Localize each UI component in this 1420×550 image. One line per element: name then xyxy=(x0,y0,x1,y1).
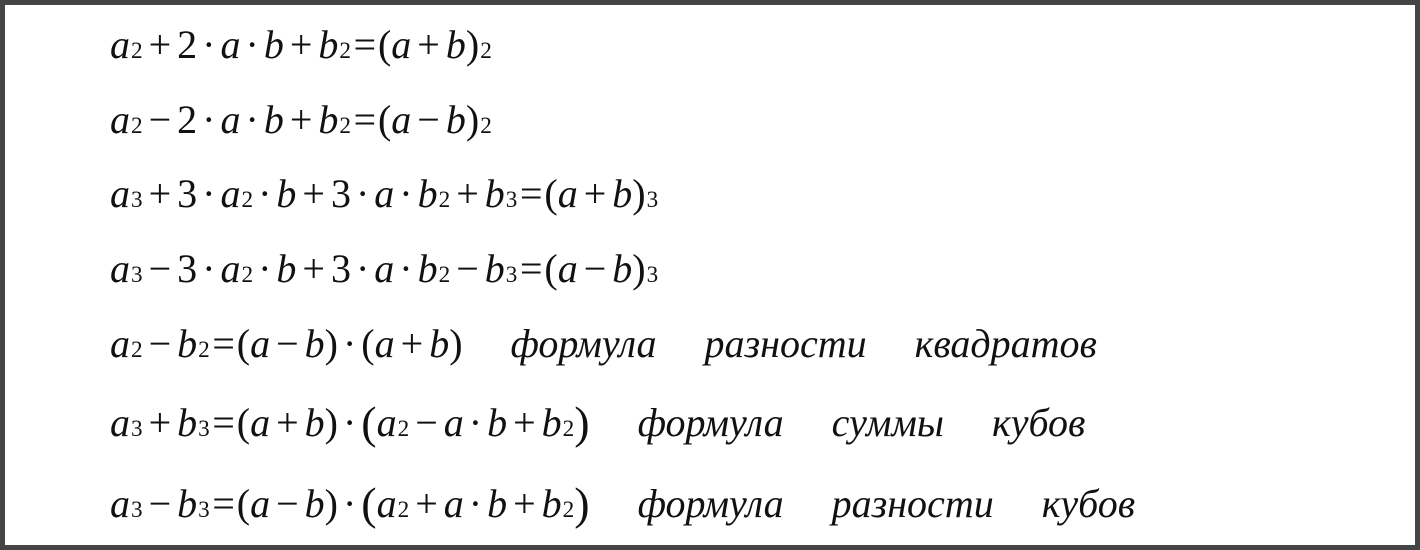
formula-5-lhs: a2−b2 xyxy=(110,324,210,364)
label-word: формула xyxy=(590,403,784,443)
label-word: разности xyxy=(784,484,994,524)
label-word: квадратов xyxy=(867,324,1097,364)
equals-sign: = xyxy=(210,403,237,443)
label-word: формула xyxy=(590,484,784,524)
formula-page: a2+2·a·b+b2 = (a+b)2 a2−2·a·b+b2 = (a−b)… xyxy=(0,0,1420,550)
label-word: суммы xyxy=(784,403,944,443)
formula-4-rhs: (a−b)3 xyxy=(544,249,658,289)
formula-7-lhs: a3−b3 xyxy=(110,484,210,524)
formula-row-4: a3−3·a2·b+3·a·b2−b3 = (a−b)3 xyxy=(110,249,1335,289)
formula-row-3: a3+3·a2·b+3·a·b2+b3 = (a+b)3 xyxy=(110,174,1335,214)
formula-row-5: a2−b2 = (a−b)·(a+b) формула разности ква… xyxy=(110,324,1335,364)
formula-7-rhs: (a−b)·(a2+a·b+b2) xyxy=(237,479,590,525)
equals-sign: = xyxy=(517,249,544,289)
formula-1-rhs: (a+b)2 xyxy=(378,25,492,65)
formula-5-label: формула разности квадратов xyxy=(463,324,1097,364)
equals-sign: = xyxy=(351,25,378,65)
label-word: формула xyxy=(463,324,657,364)
label-word: кубов xyxy=(944,403,1085,443)
equals-sign: = xyxy=(351,100,378,140)
formula-3-lhs: a3+3·a2·b+3·a·b2+b3 xyxy=(110,174,517,214)
formula-6-label: формула суммы кубов xyxy=(590,403,1086,443)
equals-sign: = xyxy=(210,324,237,364)
formula-5-rhs: (a−b)·(a+b) xyxy=(237,324,463,364)
formula-row-1: a2+2·a·b+b2 = (a+b)2 xyxy=(110,25,1335,65)
formula-row-7: a3−b3 = (a−b)·(a2+a·b+b2) формула разнос… xyxy=(110,479,1335,525)
formula-6-lhs: a3+b3 xyxy=(110,403,210,443)
formula-row-6: a3+b3 = (a+b)·(a2−a·b+b2) формула суммы … xyxy=(110,398,1335,444)
formula-row-2: a2−2·a·b+b2 = (a−b)2 xyxy=(110,100,1335,140)
formula-3-rhs: (a+b)3 xyxy=(544,174,658,214)
formula-6-rhs: (a+b)·(a2−a·b+b2) xyxy=(237,398,590,444)
formula-2-rhs: (a−b)2 xyxy=(378,100,492,140)
equals-sign: = xyxy=(210,484,237,524)
equals-sign: = xyxy=(517,174,544,214)
formula-2-lhs: a2−2·a·b+b2 xyxy=(110,100,351,140)
label-word: кубов xyxy=(994,484,1135,524)
formula-1-lhs: a2+2·a·b+b2 xyxy=(110,25,351,65)
formula-4-lhs: a3−3·a2·b+3·a·b2−b3 xyxy=(110,249,517,289)
formula-7-label: формула разности кубов xyxy=(590,484,1136,524)
label-word: разности xyxy=(657,324,867,364)
